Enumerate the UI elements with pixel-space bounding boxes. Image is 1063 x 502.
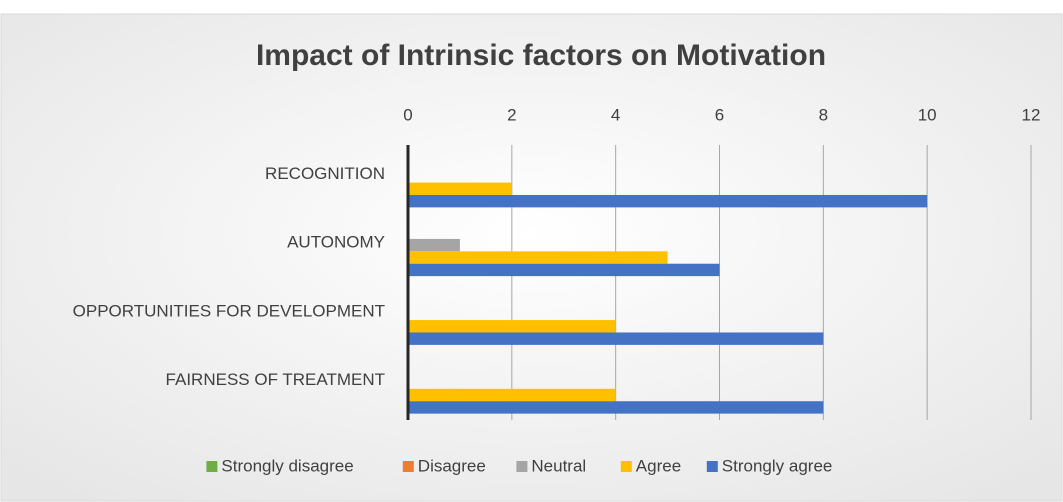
legend-label: Strongly agree [722, 456, 833, 475]
bar [408, 332, 824, 345]
y-tick-label: RECOGNITION [265, 164, 385, 183]
y-tick-label: OPPORTUNITIES FOR DEVELOPMENT [73, 301, 385, 320]
chart-title: Impact of Intrinsic factors on Motivatio… [256, 39, 826, 72]
bar [408, 182, 512, 195]
legend-swatch [402, 461, 414, 472]
x-tick-label: 0 [403, 105, 412, 124]
bar [408, 401, 824, 414]
legend-label: Disagree [418, 456, 486, 475]
x-tick-label: 8 [819, 105, 828, 124]
bar [408, 251, 668, 264]
legend-swatch [516, 461, 528, 472]
x-tick-label: 4 [611, 105, 620, 124]
bar [408, 320, 616, 333]
bar [408, 388, 616, 402]
legend-swatch [706, 461, 718, 472]
bar [408, 238, 460, 252]
x-tick-label: 12 [1022, 105, 1041, 124]
y-tick-label: AUTONOMY [287, 233, 385, 252]
bar [408, 194, 928, 208]
legend-label: Agree [636, 456, 681, 475]
legend-swatch [620, 461, 632, 472]
bar [408, 263, 720, 277]
x-tick-label: 2 [507, 105, 516, 124]
legend-label: Neutral [531, 456, 586, 475]
y-tick-label: FAIRNESS OF TREATMENT [166, 370, 385, 389]
legend-label: Strongly disagree [221, 456, 353, 475]
legend-swatch [206, 461, 218, 472]
x-tick-label: 6 [715, 105, 724, 124]
x-tick-label: 10 [918, 105, 937, 124]
